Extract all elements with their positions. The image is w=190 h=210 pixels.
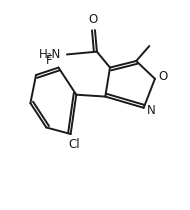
Text: O: O — [89, 13, 98, 26]
Text: N: N — [147, 104, 156, 117]
Text: O: O — [158, 70, 167, 83]
Text: Cl: Cl — [69, 138, 80, 151]
Text: F: F — [46, 54, 52, 67]
Text: H₂N: H₂N — [39, 48, 61, 61]
